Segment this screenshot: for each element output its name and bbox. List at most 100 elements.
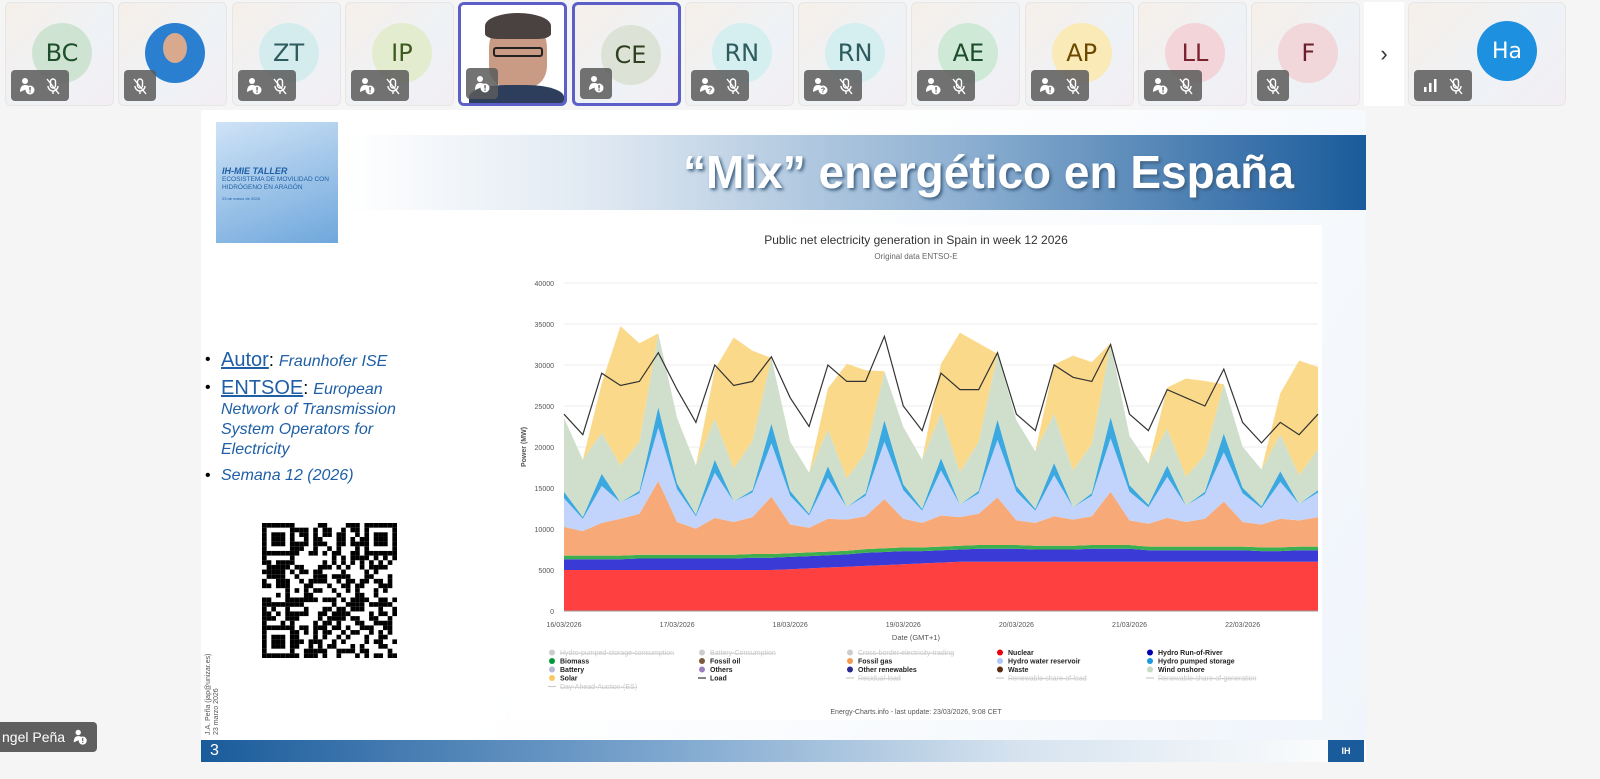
legend-item[interactable]: Solar <box>549 675 578 683</box>
qr-module <box>271 569 276 575</box>
entsoe-link[interactable]: ENTSOE <box>221 377 304 399</box>
legend-item[interactable]: Nuclear <box>997 649 1034 658</box>
qr-module <box>275 602 281 607</box>
qr-module <box>331 550 337 556</box>
qr-module <box>285 588 290 593</box>
qr-module <box>266 564 272 570</box>
qr-module <box>345 648 351 654</box>
legend-label: Cross-border-electricity-trading <box>858 650 954 657</box>
workshop-poster: IH-MIE TALLER ECOSISTEMA DE MOVILIDAD CO… <box>216 122 338 243</box>
qr-module <box>341 616 346 621</box>
qr-module <box>303 592 309 598</box>
participant-tile[interactable]: AE <box>911 2 1021 106</box>
legend-item[interactable]: Fossil oil <box>699 658 740 666</box>
qr-module <box>387 578 393 584</box>
legend-item[interactable]: Cross-border-electricity-trading <box>847 649 954 658</box>
qr-module <box>280 574 286 579</box>
qr-module <box>313 536 318 542</box>
participant-tile[interactable]: RN? <box>798 2 908 106</box>
legend-item[interactable]: Others <box>699 666 733 675</box>
legend-item[interactable]: Other renewables <box>847 666 917 675</box>
qr-module <box>336 574 342 579</box>
legend-item[interactable]: Renewable-share-of-load <box>996 676 1087 683</box>
qr-module <box>341 527 346 533</box>
participant-tile[interactable]: LL <box>1138 2 1247 106</box>
legend-item[interactable]: Day-Ahead-Auction-(ES) <box>548 684 637 691</box>
participant-tile[interactable]: F <box>1251 2 1361 106</box>
participant-tile[interactable] <box>458 2 568 106</box>
participant-tile[interactable] <box>118 2 228 106</box>
qr-module <box>303 611 309 617</box>
qr-module <box>294 644 300 649</box>
participant-tile[interactable]: RN? <box>684 2 794 106</box>
legend-item[interactable]: Hydro-pumped-storage-consumption <box>549 649 674 658</box>
qr-module <box>266 583 272 589</box>
qr-module <box>322 523 328 528</box>
legend-item[interactable]: Renewable-share-of-generation <box>1146 676 1257 683</box>
participant-tile[interactable]: CE <box>571 2 681 106</box>
qr-module <box>313 620 318 626</box>
legend-item[interactable]: Hydro water reservoir <box>997 658 1081 666</box>
legend-item[interactable]: Battery <box>549 666 584 675</box>
next-participants-button[interactable]: › <box>1364 2 1404 106</box>
raise-hand-info-icon <box>73 729 87 745</box>
qr-module <box>373 569 379 575</box>
qr-module <box>373 620 379 626</box>
legend-item[interactable]: Residual-load <box>846 676 901 683</box>
qr-module <box>289 620 295 626</box>
qr-module <box>387 625 393 631</box>
legend-label: Nuclear <box>1008 650 1034 657</box>
qr-module <box>280 639 286 645</box>
qr-module <box>355 541 360 547</box>
qr-module <box>262 583 267 589</box>
status-badges <box>1414 70 1472 101</box>
qr-module <box>336 532 342 537</box>
author-link[interactable]: Autor <box>221 349 269 371</box>
qr-module <box>299 527 304 533</box>
participant-tile[interactable]: AP <box>1024 2 1134 106</box>
qr-module <box>373 616 379 621</box>
legend-item[interactable]: Biomass <box>549 658 589 666</box>
qr-module <box>387 616 393 621</box>
legend-item[interactable]: Load <box>698 676 727 683</box>
qr-module <box>271 616 276 621</box>
participant-tile[interactable]: ZT <box>231 2 341 106</box>
area-wind-onshore <box>564 333 1318 518</box>
qr-module <box>350 550 356 556</box>
raise-hand-question-icon: ? <box>813 77 828 94</box>
qr-module <box>280 644 286 649</box>
poster-date: 23 de marzo de 2026 <box>222 196 260 201</box>
qr-module <box>364 634 370 640</box>
qr-module <box>341 639 346 645</box>
slide-footer: 3 IH <box>201 740 1366 762</box>
qr-module <box>322 606 328 612</box>
x-tick-label: 21/03/2026 <box>1112 622 1147 629</box>
qr-module <box>289 634 295 640</box>
legend-marker <box>1147 649 1153 656</box>
legend-label: Hydro pumped storage <box>1158 659 1235 666</box>
legend-item[interactable]: Hydro pumped storage <box>1147 658 1235 666</box>
legend-marker <box>699 658 705 664</box>
participant-tile[interactable]: IP <box>344 2 454 106</box>
qr-module <box>350 541 356 547</box>
participant-tile-self[interactable]: Ha <box>1408 2 1566 106</box>
legend-item[interactable]: Fossil gas <box>847 658 892 666</box>
qr-module <box>262 644 267 649</box>
legend-marker <box>549 658 555 664</box>
legend-label: Others <box>710 667 733 674</box>
legend-item[interactable]: Wind onshore <box>1147 666 1205 675</box>
qr-module <box>373 541 379 547</box>
qr-module <box>294 550 300 556</box>
mic-off-icon <box>46 77 60 94</box>
qr-module <box>387 574 393 579</box>
qr-module <box>350 616 356 621</box>
participant-tile[interactable]: BC <box>5 2 114 106</box>
qr-module <box>313 578 318 584</box>
legend-item[interactable]: Hydro Run-of-River <box>1147 649 1223 658</box>
qr-module <box>294 616 300 621</box>
legend-item[interactable]: Battery-Consumption <box>699 649 776 658</box>
legend-item[interactable]: Waste <box>997 666 1028 675</box>
qr-module <box>317 541 323 547</box>
qr-module <box>294 564 300 570</box>
raise-hand-info-icon <box>246 77 262 94</box>
